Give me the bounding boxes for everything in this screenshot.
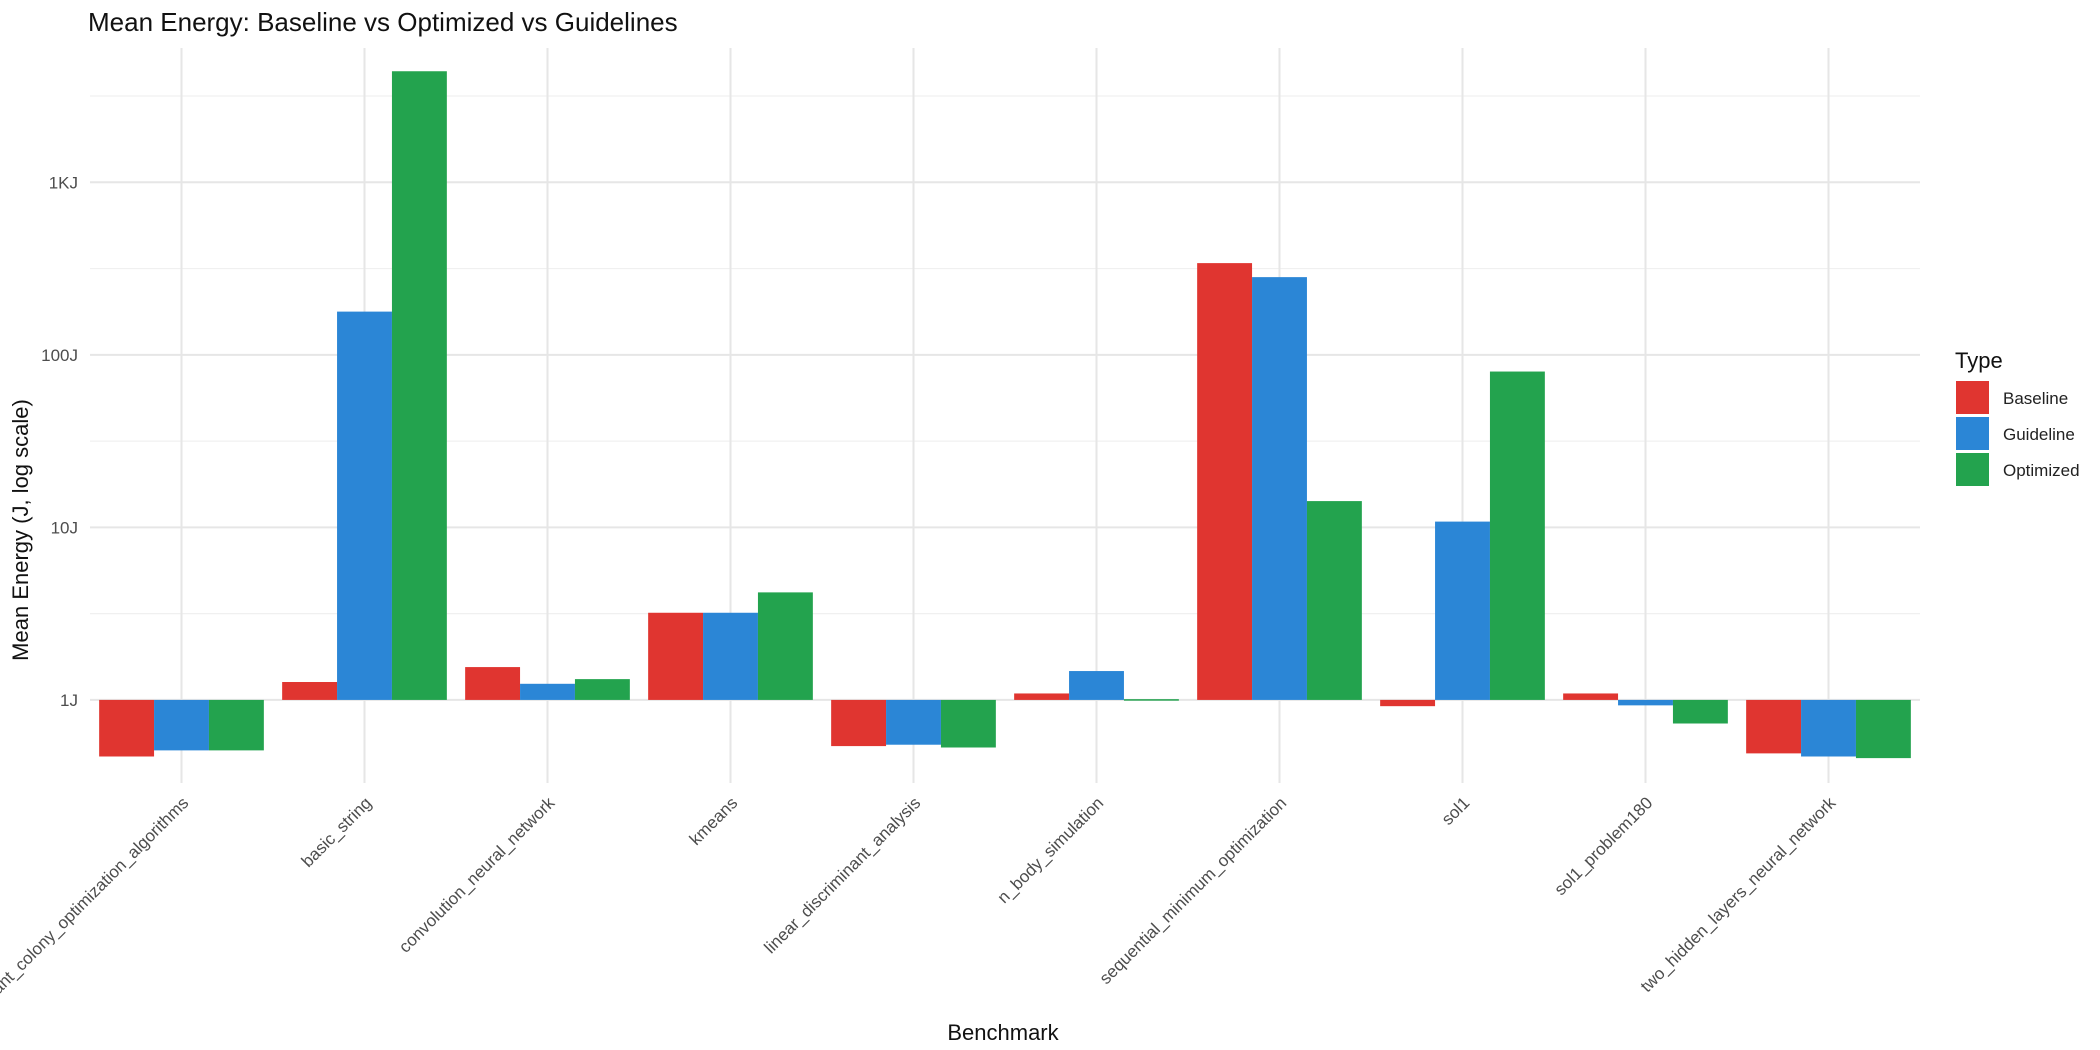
bar-optimized-ant_colony_optimization_algorithms xyxy=(208,699,264,751)
y-tick-label: 100J xyxy=(41,346,78,365)
legend-swatch-guideline xyxy=(1956,417,1989,450)
bar-optimized-sol1 xyxy=(1489,371,1545,700)
x-tick-label: sol1_problem180 xyxy=(1551,793,1657,899)
bar-optimized-basic_string xyxy=(391,71,447,700)
bar-guideline-kmeans xyxy=(703,612,758,700)
bar-guideline-two_hidden_layers_neural_network xyxy=(1801,699,1856,757)
bar-baseline-n_body_simulation xyxy=(1014,693,1070,700)
bar-guideline-sol1_problem180 xyxy=(1618,699,1673,706)
bar-optimized-sol1_problem180 xyxy=(1672,699,1728,724)
x-tick-label: sequential_minimum_optimization xyxy=(1096,793,1291,988)
bar-guideline-convolution_neural_network xyxy=(520,683,575,700)
legend-swatch-baseline xyxy=(1956,381,1989,414)
bar-optimized-n_body_simulation xyxy=(1123,699,1179,701)
legend: Type Baseline Guideline Optimized xyxy=(1955,348,2080,486)
bar-baseline-ant_colony_optimization_algorithms xyxy=(99,699,155,757)
legend-label-optimized: Optimized xyxy=(2003,461,2080,480)
x-tick-label: n_body_simulation xyxy=(994,793,1108,907)
bar-optimized-kmeans xyxy=(757,592,813,700)
x-axis-ticks: ant_colony_optimization_algorithms basic_… xyxy=(0,793,1840,998)
y-axis-ticks: 1J 10J 100J 1KJ xyxy=(41,173,78,710)
bar-baseline-convolution_neural_network xyxy=(465,667,521,700)
bar-baseline-sol1_problem180 xyxy=(1563,693,1619,700)
x-tick-label: kmeans xyxy=(686,793,742,849)
x-tick-label: two_hidden_layers_neural_network xyxy=(1637,793,1840,996)
bar-optimized-two_hidden_layers_neural_network xyxy=(1855,699,1911,759)
legend-label-baseline: Baseline xyxy=(2003,389,2068,408)
chart-title: Mean Energy: Baseline vs Optimized vs Gu… xyxy=(88,7,678,37)
x-tick-label: sol1 xyxy=(1438,793,1473,828)
x-tick-label: convolution_neural_network xyxy=(395,793,558,956)
bar-optimized-linear_discriminant_analysis xyxy=(940,699,996,748)
y-tick-label: 1J xyxy=(60,691,78,710)
bar-optimized-convolution_neural_network xyxy=(574,679,630,700)
bar-baseline-two_hidden_layers_neural_network xyxy=(1746,699,1802,754)
x-tick-label: ant_colony_optimization_algorithms xyxy=(0,793,192,998)
bar-baseline-linear_discriminant_analysis xyxy=(831,699,887,747)
bars xyxy=(99,71,1911,759)
bar-guideline-sequential_minimum_optimization xyxy=(1252,277,1307,700)
legend-title: Type xyxy=(1955,348,2003,373)
bar-baseline-sequential_minimum_optimization xyxy=(1197,263,1253,700)
bar-baseline-kmeans xyxy=(648,612,704,700)
bar-optimized-sequential_minimum_optimization xyxy=(1306,501,1362,700)
bar-guideline-linear_discriminant_analysis xyxy=(886,699,941,745)
y-tick-label: 10J xyxy=(51,518,78,537)
bar-baseline-sol1 xyxy=(1380,699,1436,707)
legend-swatch-optimized xyxy=(1956,453,1989,486)
y-axis-title: Mean Energy (J, log scale) xyxy=(8,399,33,661)
bar-guideline-ant_colony_optimization_algorithms xyxy=(154,699,209,751)
x-tick-label: linear_discriminant_analysis xyxy=(761,793,925,957)
bar-guideline-n_body_simulation xyxy=(1069,671,1124,700)
bar-baseline-basic_string xyxy=(282,682,338,700)
legend-label-guideline: Guideline xyxy=(2003,425,2075,444)
x-tick-label: basic_string xyxy=(298,793,376,871)
bar-guideline-basic_string xyxy=(337,311,392,700)
x-axis-title: Benchmark xyxy=(947,1020,1059,1045)
bar-guideline-sol1 xyxy=(1435,521,1490,700)
y-tick-label: 1KJ xyxy=(49,173,78,192)
